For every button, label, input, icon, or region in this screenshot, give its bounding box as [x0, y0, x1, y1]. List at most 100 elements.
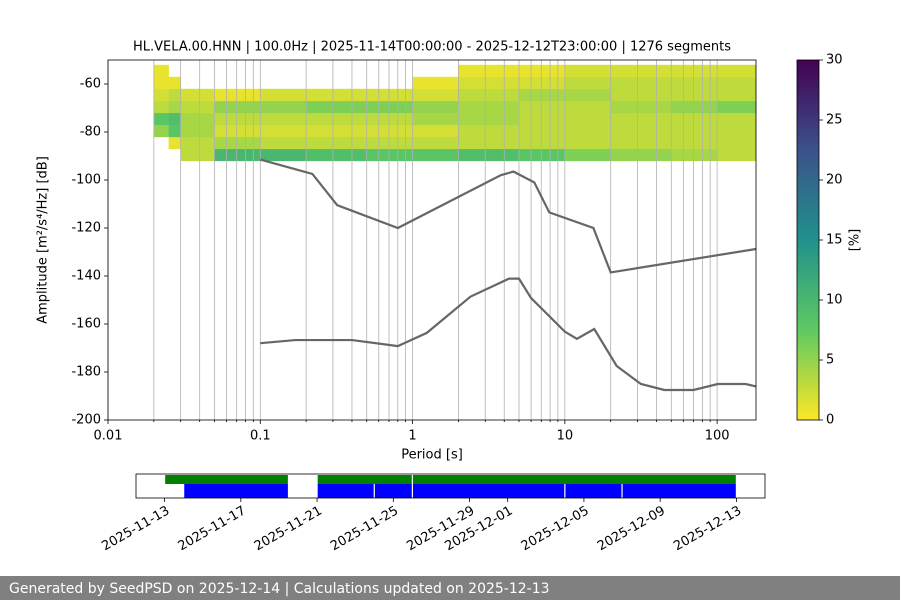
heatmap-cell — [564, 148, 611, 162]
heatmap-cell — [180, 88, 215, 102]
heatmap-cell — [153, 100, 169, 114]
heatmap-cell — [458, 88, 520, 102]
heatmap-cell — [671, 148, 718, 162]
y-tick-label: -60 — [80, 77, 101, 92]
heatmap-cell — [610, 136, 672, 150]
heatmap-cell — [717, 100, 757, 114]
coverage-segment — [165, 475, 288, 484]
colorbar-tick-label: 10 — [826, 293, 843, 308]
y-axis-label: Amplitude [m²/s⁴/Hz] [dB] — [36, 156, 51, 324]
psd-plot: 0.01 0.1 1 10 100 -200 -180 -160 -140 -120 -100 -80… — [71, 59, 757, 444]
coverage-segment — [317, 484, 374, 498]
heatmap-cell — [610, 76, 672, 90]
heatmap-cell — [564, 124, 611, 138]
heatmap-cell — [519, 124, 566, 138]
y-tick-label: -140 — [71, 269, 101, 284]
heatmap-cell — [153, 112, 169, 126]
heatmap-cell — [458, 136, 520, 150]
heatmap-cell — [306, 88, 368, 102]
x-axis-label: Period [s] — [401, 448, 463, 463]
heatmap-cell — [306, 100, 368, 114]
heatmap-cell — [412, 88, 459, 102]
heatmap-cell — [306, 112, 368, 126]
heatmap-cell — [717, 112, 757, 126]
heatmap-cell — [412, 136, 459, 150]
footer-text: Generated by SeedPSD on 2025-12-14 | Cal… — [9, 581, 550, 597]
heatmap-cell — [306, 124, 368, 138]
colorbar-label: [%] — [848, 229, 863, 252]
heatmap-cell — [610, 148, 672, 162]
heatmap-cell — [519, 136, 566, 150]
heatmap-cell — [214, 124, 261, 138]
timeline: 2025-11-13 2025-11-17 2025-11-21 2025-11-25… — [99, 473, 766, 555]
heatmap-cell — [366, 136, 413, 150]
heatmap-cell — [564, 88, 611, 102]
heatmap-cell — [671, 136, 718, 150]
heatmap-cell — [717, 124, 757, 138]
x-tick-label: 2025-12-13 — [671, 504, 744, 555]
heatmap-cell — [153, 124, 169, 138]
heatmap-cell — [564, 112, 611, 126]
heatmap-cell — [214, 148, 261, 162]
heatmap-cell — [180, 148, 215, 162]
heatmap-cell — [168, 112, 181, 126]
heatmap-cell — [610, 124, 672, 138]
heatmap-cell — [214, 136, 261, 150]
heatmap-cell — [458, 124, 520, 138]
heatmap-cell — [168, 100, 181, 114]
heatmap-cell — [180, 136, 215, 150]
heatmap-cell — [610, 100, 672, 114]
heatmap-cell — [610, 112, 672, 126]
heatmap-cell — [412, 100, 459, 114]
heatmap-cell — [671, 124, 718, 138]
colorbar — [796, 59, 820, 421]
heatmap-cell — [671, 100, 718, 114]
heatmap-cell — [564, 64, 611, 78]
x-tick-label: 0.01 — [94, 429, 123, 444]
heatmap-cell — [168, 136, 181, 150]
heatmap-cell — [214, 100, 261, 114]
y-tick-label: -100 — [71, 173, 101, 188]
x-tick-label: 2025-11-25 — [328, 504, 401, 555]
colorbar-tick-label: 25 — [826, 113, 843, 128]
x-tick-label: 1 — [408, 429, 416, 444]
heatmap-cell — [717, 88, 757, 102]
heatmap-cell — [610, 88, 672, 102]
heatmap-cell — [412, 76, 459, 90]
heatmap-cell — [519, 64, 566, 78]
heatmap-cell — [671, 88, 718, 102]
heatmap-cell — [366, 148, 413, 162]
heatmap-cell — [717, 76, 757, 90]
y-tick-label: -160 — [71, 317, 101, 332]
x-tick-label: 2025-11-17 — [176, 504, 249, 555]
heatmap-cell — [153, 64, 169, 78]
heatmap-cell — [564, 100, 611, 114]
coverage-segment — [374, 484, 412, 498]
noise-model-line — [259, 158, 757, 274]
timeline-frame — [135, 473, 766, 499]
heatmap-cell — [671, 64, 718, 78]
colorbar-tick-label: 30 — [826, 53, 843, 68]
colorbar-tick-label: 5 — [826, 353, 834, 368]
heatmap-cell — [671, 112, 718, 126]
heatmap-cell — [366, 124, 413, 138]
heatmap-cell — [458, 76, 520, 90]
heatmap-cell — [412, 124, 459, 138]
chart-title: HL.VELA.00.HNN | 100.0Hz | 2025-11-14T00… — [133, 40, 731, 55]
heatmap-cell — [412, 148, 459, 162]
heatmap-cell — [214, 88, 261, 102]
colorbar-tick-label: 20 — [826, 173, 843, 188]
x-tick-label: 10 — [557, 429, 574, 444]
heatmap-cell — [306, 136, 368, 150]
heatmap-cell — [180, 100, 215, 114]
heatmap-cell — [260, 148, 307, 162]
heatmap-cell — [610, 64, 672, 78]
heatmap-cell — [260, 88, 307, 102]
heatmap-cell — [153, 88, 169, 102]
heatmap-cell — [153, 76, 169, 90]
heatmap-cell — [717, 148, 757, 162]
heatmap-cell — [260, 136, 307, 150]
heatmap-cell — [717, 64, 757, 78]
heatmap-cell — [168, 124, 181, 138]
coverage-segment — [412, 484, 565, 498]
